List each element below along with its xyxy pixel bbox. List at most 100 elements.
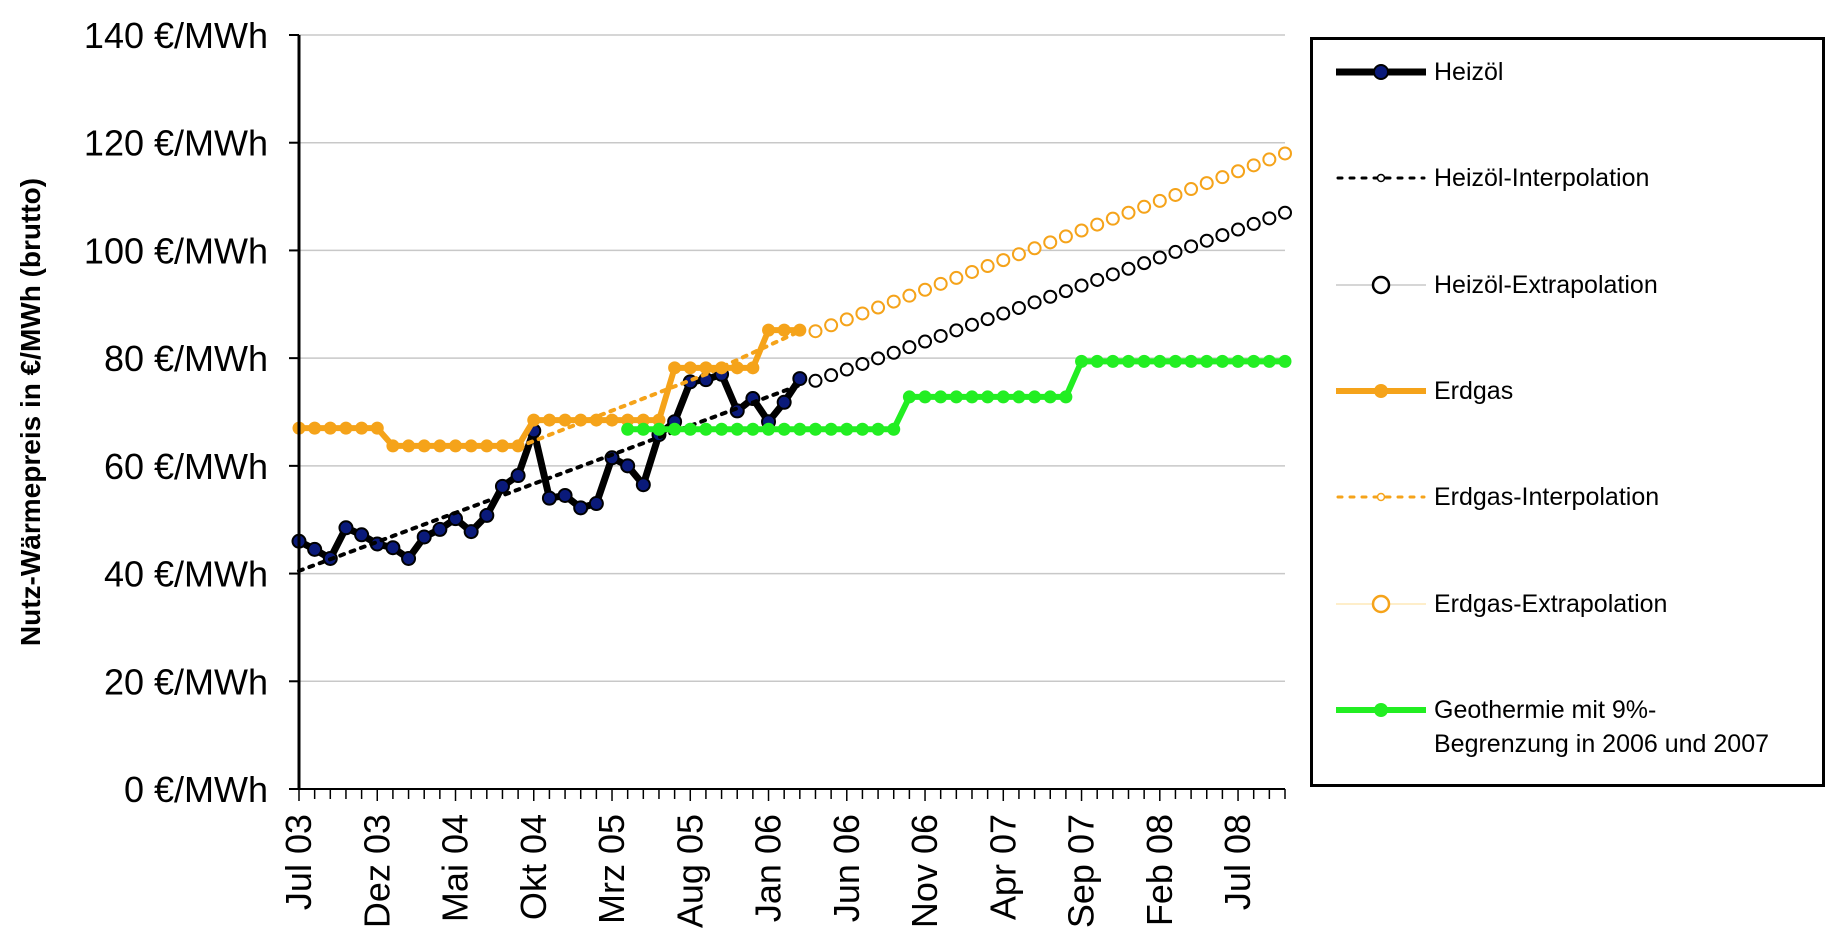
data-point — [401, 550, 417, 566]
data-point — [1137, 199, 1152, 214]
x-axis-ticks: Jul 03 Dez 03 Mai 04 Okt 04 Mrz 05 Aug 05 Jan … — [278, 789, 1286, 928]
data-point — [1231, 222, 1246, 237]
data-point — [808, 373, 823, 388]
y-tick-label: 20 €/MWh — [104, 661, 268, 702]
data-point — [652, 422, 666, 436]
legend-swatch-marker — [1371, 275, 1391, 295]
series-4 — [516, 329, 802, 450]
data-point — [1105, 267, 1120, 282]
legend-item: Heizöl-Interpolation — [1336, 158, 1816, 218]
data-point — [1137, 256, 1152, 271]
data-point — [605, 413, 619, 427]
data-point — [918, 390, 932, 404]
data-point — [402, 439, 416, 453]
data-point — [621, 413, 635, 427]
data-point — [964, 317, 979, 332]
data-point — [1058, 284, 1073, 299]
data-point — [1199, 176, 1214, 191]
x-tick-label: Apr 07 — [982, 814, 1023, 920]
data-point — [871, 300, 886, 315]
data-point — [949, 323, 964, 338]
data-point — [886, 345, 901, 360]
data-point — [668, 361, 682, 375]
data-point — [1184, 354, 1198, 368]
legend-swatch-marker — [1371, 594, 1391, 614]
data-point — [1105, 211, 1120, 226]
data-point — [417, 439, 431, 453]
legend-swatch — [1336, 384, 1426, 398]
y-tick-label: 100 €/MWh — [84, 230, 268, 271]
data-point — [542, 413, 556, 427]
x-tick-label: Sep 07 — [1061, 814, 1102, 928]
data-point — [855, 422, 869, 436]
data-point — [949, 390, 963, 404]
y-axis-ticks: 0 €/MWh 20 €/MWh 40 €/MWh 60 €/MWh 80 €/MWh 1… — [84, 15, 299, 810]
data-point — [918, 282, 933, 297]
data-point — [510, 468, 526, 484]
data-point — [386, 439, 400, 453]
data-point — [1059, 390, 1073, 404]
legend-label: Geothermie mit 9%- Begrenzung in 2006 un… — [1434, 696, 1770, 758]
data-point — [495, 439, 509, 453]
data-point — [1247, 354, 1261, 368]
data-point — [636, 422, 650, 436]
data-point — [1090, 217, 1105, 232]
data-point — [965, 390, 979, 404]
data-point — [1168, 244, 1183, 259]
data-point — [839, 362, 854, 377]
data-point — [1012, 390, 1026, 404]
data-point — [871, 422, 885, 436]
data-point — [1121, 261, 1136, 276]
data-point — [1043, 390, 1057, 404]
data-point — [887, 422, 901, 436]
data-point — [1168, 354, 1182, 368]
legend-label: Erdgas-Extrapolation — [1434, 590, 1668, 618]
data-point — [683, 361, 697, 375]
data-point — [449, 439, 463, 453]
data-point — [1011, 247, 1026, 262]
data-point — [1075, 354, 1089, 368]
data-point — [1278, 354, 1292, 368]
legend-label: Erdgas — [1434, 377, 1514, 405]
series-line — [516, 329, 802, 450]
data-point — [1043, 235, 1058, 250]
data-point — [370, 421, 384, 435]
data-point — [980, 259, 995, 274]
data-point — [980, 312, 995, 327]
legend-swatch — [1336, 703, 1426, 717]
data-point — [307, 541, 323, 557]
data-point — [824, 368, 839, 383]
data-point — [762, 323, 776, 337]
data-point — [808, 422, 822, 436]
data-point — [1168, 187, 1183, 202]
data-point — [730, 361, 744, 375]
x-tick-label: Dez 03 — [356, 814, 397, 928]
data-point — [1246, 158, 1261, 173]
legend-swatch-marker — [1374, 384, 1388, 398]
data-point — [463, 524, 479, 540]
data-point — [1278, 146, 1292, 161]
data-point — [699, 422, 713, 436]
data-point — [308, 421, 322, 435]
legend-swatch — [1336, 492, 1426, 502]
y-tick-label: 60 €/MWh — [104, 446, 268, 487]
y-tick-label: 140 €/MWh — [84, 15, 268, 56]
legend-swatch-marker — [1376, 173, 1386, 183]
data-point — [620, 458, 636, 474]
data-point — [933, 276, 948, 291]
data-point — [1106, 354, 1120, 368]
data-point — [981, 390, 995, 404]
data-point — [1121, 354, 1135, 368]
x-tick-label: Jan 06 — [748, 814, 789, 922]
data-point — [541, 490, 557, 506]
y-tick-label: 0 €/MWh — [124, 769, 268, 810]
data-point — [996, 390, 1010, 404]
series-line — [297, 383, 802, 573]
data-point — [1028, 390, 1042, 404]
data-point — [902, 390, 916, 404]
data-point — [527, 413, 541, 427]
data-point — [668, 422, 682, 436]
data-point — [1231, 354, 1245, 368]
data-point — [1215, 228, 1230, 243]
